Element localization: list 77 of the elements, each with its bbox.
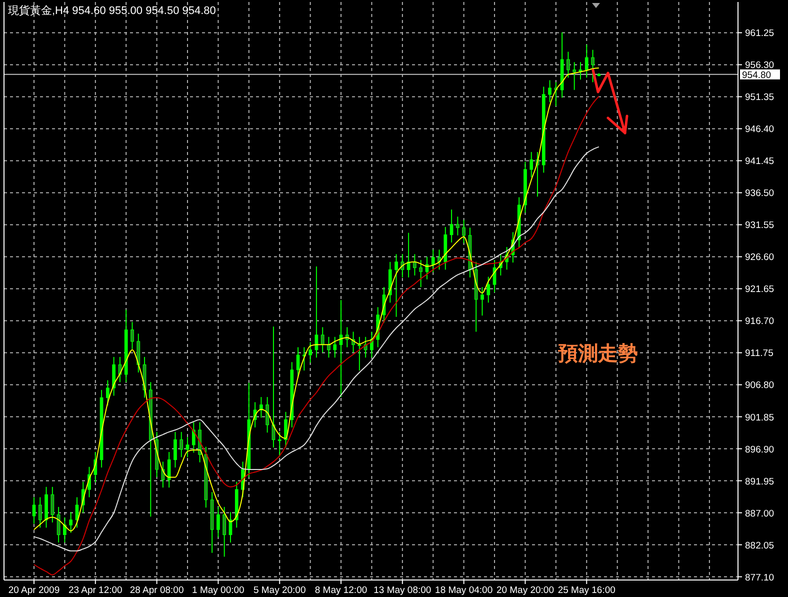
- candlestick: [486, 276, 490, 304]
- y-tick-label: 887.00: [745, 508, 774, 520]
- y-tick-label: 956.30: [745, 60, 774, 72]
- x-tick-label: 18 May 04:00: [435, 585, 493, 596]
- candlestick: [284, 411, 288, 448]
- candlestick: [216, 506, 220, 538]
- candlestick: [584, 44, 588, 78]
- candlestick: [358, 336, 362, 372]
- candlestick: [130, 322, 134, 350]
- y-tick-label: 882.05: [745, 540, 774, 552]
- candlestick: [308, 342, 312, 364]
- candlestick: [50, 486, 54, 523]
- candlestick: [333, 336, 337, 358]
- candlestick: [296, 346, 300, 378]
- x-tick-label: 13 May 08:00: [374, 585, 432, 596]
- candlestick: [456, 216, 460, 236]
- candlestick: [112, 356, 116, 396]
- y-tick-label: 901.85: [745, 412, 774, 424]
- x-tick-label: 25 May 16:00: [558, 585, 616, 596]
- candlestick: [32, 496, 36, 524]
- y-tick-label: 916.70: [745, 316, 774, 328]
- candlestick: [431, 249, 435, 273]
- candlestick: [38, 496, 42, 528]
- x-tick-label: 23 Apr 12:00: [68, 585, 122, 596]
- candlestick: [180, 431, 184, 458]
- chart-title: 現貨黃金,H4 954.60 955.00 954.50 954.80: [8, 4, 216, 17]
- candlestick: [530, 151, 534, 178]
- candlestick: [314, 266, 318, 358]
- x-tick-label: 28 Apr 08:00: [130, 585, 184, 596]
- candlestick: [548, 80, 552, 103]
- candlestick: [327, 336, 330, 358]
- x-tick-label: 1 May 00:00: [192, 585, 244, 596]
- candlestick: [394, 254, 398, 318]
- y-tick-label: 931.55: [745, 220, 774, 232]
- y-tick-label: 951.35: [745, 92, 774, 104]
- y-tick-label: 877.10: [745, 572, 774, 584]
- candlestick: [161, 461, 165, 488]
- x-tick-label: 8 May 12:00: [314, 585, 368, 596]
- candlestick: [462, 219, 466, 244]
- y-tick-label: 911.75: [745, 348, 774, 360]
- y-tick-label: 891.95: [745, 476, 774, 488]
- candlestick: [450, 209, 454, 244]
- candlestick: [222, 506, 226, 558]
- candlestick: [174, 431, 177, 468]
- candlestick: [413, 254, 416, 276]
- candlestick: [69, 512, 73, 534]
- candlestick: [406, 232, 410, 278]
- candlestick: [480, 286, 484, 316]
- annotation: 預測走勢: [557, 341, 638, 365]
- candlestick: [320, 326, 324, 353]
- y-tick-label: 941.45: [745, 156, 774, 168]
- candlestick: [278, 431, 282, 458]
- candlestick: [266, 396, 270, 434]
- y-tick-label: 921.65: [745, 284, 774, 296]
- x-tick-label: 20 Apr 2009: [8, 585, 60, 596]
- candlestick: [167, 451, 171, 488]
- candlestick: [192, 422, 196, 454]
- candlestick: [400, 254, 404, 278]
- y-tick-label: 936.50: [745, 188, 774, 200]
- candlestick: [572, 62, 576, 90]
- y-tick-label: 926.60: [745, 252, 774, 264]
- y-tick-label: 946.40: [745, 124, 774, 136]
- x-tick-label: 5 May 20:00: [253, 585, 306, 596]
- y-tick-label: 896.90: [745, 444, 774, 456]
- candlestick: [63, 516, 66, 543]
- ref-line-label: 954.80: [742, 70, 772, 81]
- y-tick-label: 906.80: [745, 380, 774, 392]
- candlestick: [136, 333, 140, 373]
- candlestick: [566, 51, 570, 78]
- candlestick: [419, 259, 423, 288]
- candlestick: [56, 506, 60, 543]
- candlestick: [591, 49, 594, 83]
- candlestick: [302, 346, 306, 372]
- candlestick: [106, 380, 110, 406]
- candlestick: [260, 396, 263, 418]
- y-tick-label: 961.25: [745, 28, 774, 40]
- x-tick-label: 20 May 20:00: [496, 585, 554, 596]
